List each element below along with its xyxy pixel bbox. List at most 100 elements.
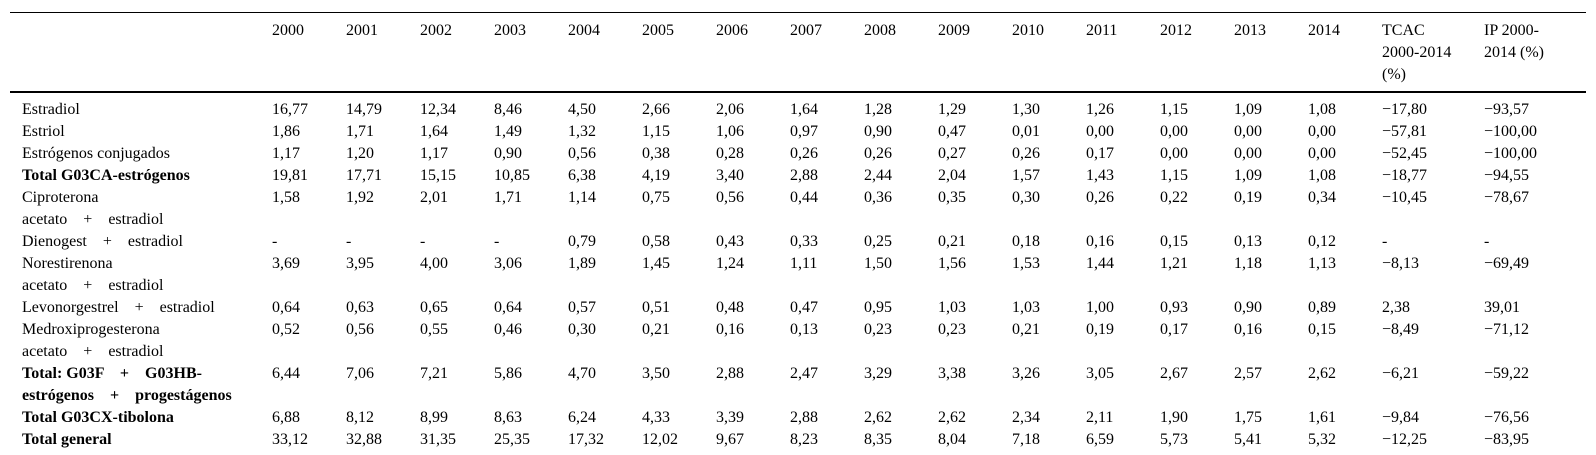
value-cell: 10,85	[494, 167, 530, 184]
value-cell: 1,32	[568, 123, 596, 140]
value-cell: 19,81	[272, 167, 308, 184]
value-cell: 1,71	[346, 123, 374, 140]
value-cell: 1,17	[272, 145, 300, 162]
table-row: Total: G03F + G03HB-estrógenos + progest…	[10, 363, 1586, 407]
row-label-line: Estrógenos conjugados	[22, 145, 170, 162]
value-cell: −52,45	[1382, 145, 1428, 162]
tcac-header: TCAC 2000-2014 (%)	[1382, 12, 1484, 93]
row-label-line: Estriol	[22, 123, 65, 140]
year-header: 2013	[1234, 12, 1308, 93]
value-cell: 1,24	[716, 255, 744, 272]
value-cell: 0,35	[938, 189, 966, 206]
table-wrap: 2000 2001 2002 2003 2004 2005 2006 2007 2008 2009…	[10, 12, 1586, 455]
value-cell: 1,50	[864, 255, 892, 272]
value-cell: 2,06	[716, 101, 744, 118]
value-cell: 17,71	[346, 167, 382, 184]
value-cell: 1,20	[346, 145, 374, 162]
row-label: Total general	[10, 429, 272, 455]
value-cell: 1,43	[1086, 167, 1114, 184]
row-label-line: Ciproterona	[22, 189, 99, 206]
year-header: 2003	[494, 12, 568, 93]
value-cell: 8,35	[864, 431, 892, 448]
value-cell: 6,24	[568, 409, 596, 426]
table-row: Estrógenos conjugados 1,17 1,20 1,17 0,90 0,5…	[10, 143, 1586, 165]
row-label: Medroxiprogesterona acetato + estradiol	[10, 319, 272, 363]
value-cell: 0,22	[1160, 189, 1188, 206]
value-cell: 33,12	[272, 431, 308, 448]
value-cell: 1,26	[1086, 101, 1114, 118]
table-row: Dienogest + estradiol - - - - 0,79 0,58 0,43 0,3…	[10, 231, 1586, 253]
value-cell: 3,40	[716, 167, 744, 184]
row-label-line: acetato + estradiol	[22, 211, 164, 228]
tcac-header-line: TCAC	[1382, 22, 1425, 39]
value-cell: 2,88	[790, 409, 818, 426]
value-cell: 0,33	[790, 233, 818, 250]
value-cell: 1,61	[1308, 409, 1336, 426]
value-cell: 39,01	[1484, 299, 1520, 316]
value-cell: 0,25	[864, 233, 892, 250]
value-cell: 2,66	[642, 101, 670, 118]
value-cell: 2,34	[1012, 409, 1040, 426]
value-cell: 0,00	[1160, 145, 1188, 162]
value-cell: 1,44	[1086, 255, 1114, 272]
value-cell: 4,70	[568, 365, 596, 382]
year-header: 2006	[716, 12, 790, 93]
value-cell: 4,33	[642, 409, 670, 426]
value-cell: 0,43	[716, 233, 744, 250]
row-label: Norestirenona acetato + estradiol	[10, 253, 272, 297]
value-cell: −59,22	[1484, 365, 1530, 382]
value-cell: 0,00	[1234, 145, 1262, 162]
year-header: 2009	[938, 12, 1012, 93]
value-cell: 2,38	[1382, 299, 1410, 316]
value-cell: −69,49	[1484, 255, 1530, 272]
value-cell: 15,15	[420, 167, 456, 184]
table-header: 2000 2001 2002 2003 2004 2005 2006 2007 2008 2009…	[10, 12, 1586, 93]
value-cell: 0,01	[1012, 123, 1040, 140]
value-cell: 1,15	[1160, 101, 1188, 118]
tcac-header-line: (%)	[1382, 66, 1406, 83]
value-cell: 9,67	[716, 431, 744, 448]
value-cell: 0,79	[568, 233, 596, 250]
table-body: Estradiol 16,77 14,79 12,34 8,46 4,50 2,66 2,06…	[10, 92, 1586, 455]
year-header: 2008	[864, 12, 938, 93]
value-cell: 0,17	[1086, 145, 1114, 162]
value-cell: 0,89	[1308, 299, 1336, 316]
value-cell: 0,30	[1012, 189, 1040, 206]
value-cell: 0,75	[642, 189, 670, 206]
value-cell: 8,12	[346, 409, 374, 426]
value-cell: 0,12	[1308, 233, 1336, 250]
value-cell: 0,57	[568, 299, 596, 316]
year-header: 2014	[1308, 12, 1382, 93]
value-cell: 8,46	[494, 101, 522, 118]
value-cell: 0,28	[716, 145, 744, 162]
row-label-line: Total: G03F + G03HB-	[22, 365, 202, 382]
row-label-line: Estradiol	[22, 101, 80, 118]
table-row: Total G03CX-tibolona 6,88 8,12 8,99 8,63 6,24…	[10, 407, 1586, 429]
value-cell: 3,29	[864, 365, 892, 382]
value-cell: 0,13	[790, 321, 818, 338]
value-cell: 2,88	[716, 365, 744, 382]
row-label-line: acetato + estradiol	[22, 343, 164, 360]
value-cell: 8,99	[420, 409, 448, 426]
value-cell: 1,92	[346, 189, 374, 206]
value-cell: 0,55	[420, 321, 448, 338]
value-cell: 0,26	[1012, 145, 1040, 162]
value-cell: 4,00	[420, 255, 448, 272]
value-cell: 1,28	[864, 101, 892, 118]
year-header: 2012	[1160, 12, 1234, 93]
value-cell: 0,17	[1160, 321, 1188, 338]
value-cell: 0,52	[272, 321, 300, 338]
value-cell: 0,21	[938, 233, 966, 250]
value-cell: 1,49	[494, 123, 522, 140]
value-cell: 5,41	[1234, 431, 1262, 448]
value-cell: −17,80	[1382, 101, 1428, 118]
value-cell: −78,67	[1484, 189, 1530, 206]
value-cell: 2,47	[790, 365, 818, 382]
value-cell: 1,17	[420, 145, 448, 162]
value-cell: 7,21	[420, 365, 448, 382]
value-cell: 0,47	[790, 299, 818, 316]
value-cell: 2,11	[1086, 409, 1114, 426]
value-cell: 0,00	[1308, 145, 1336, 162]
value-cell: 2,88	[790, 167, 818, 184]
value-cell: 31,35	[420, 431, 456, 448]
